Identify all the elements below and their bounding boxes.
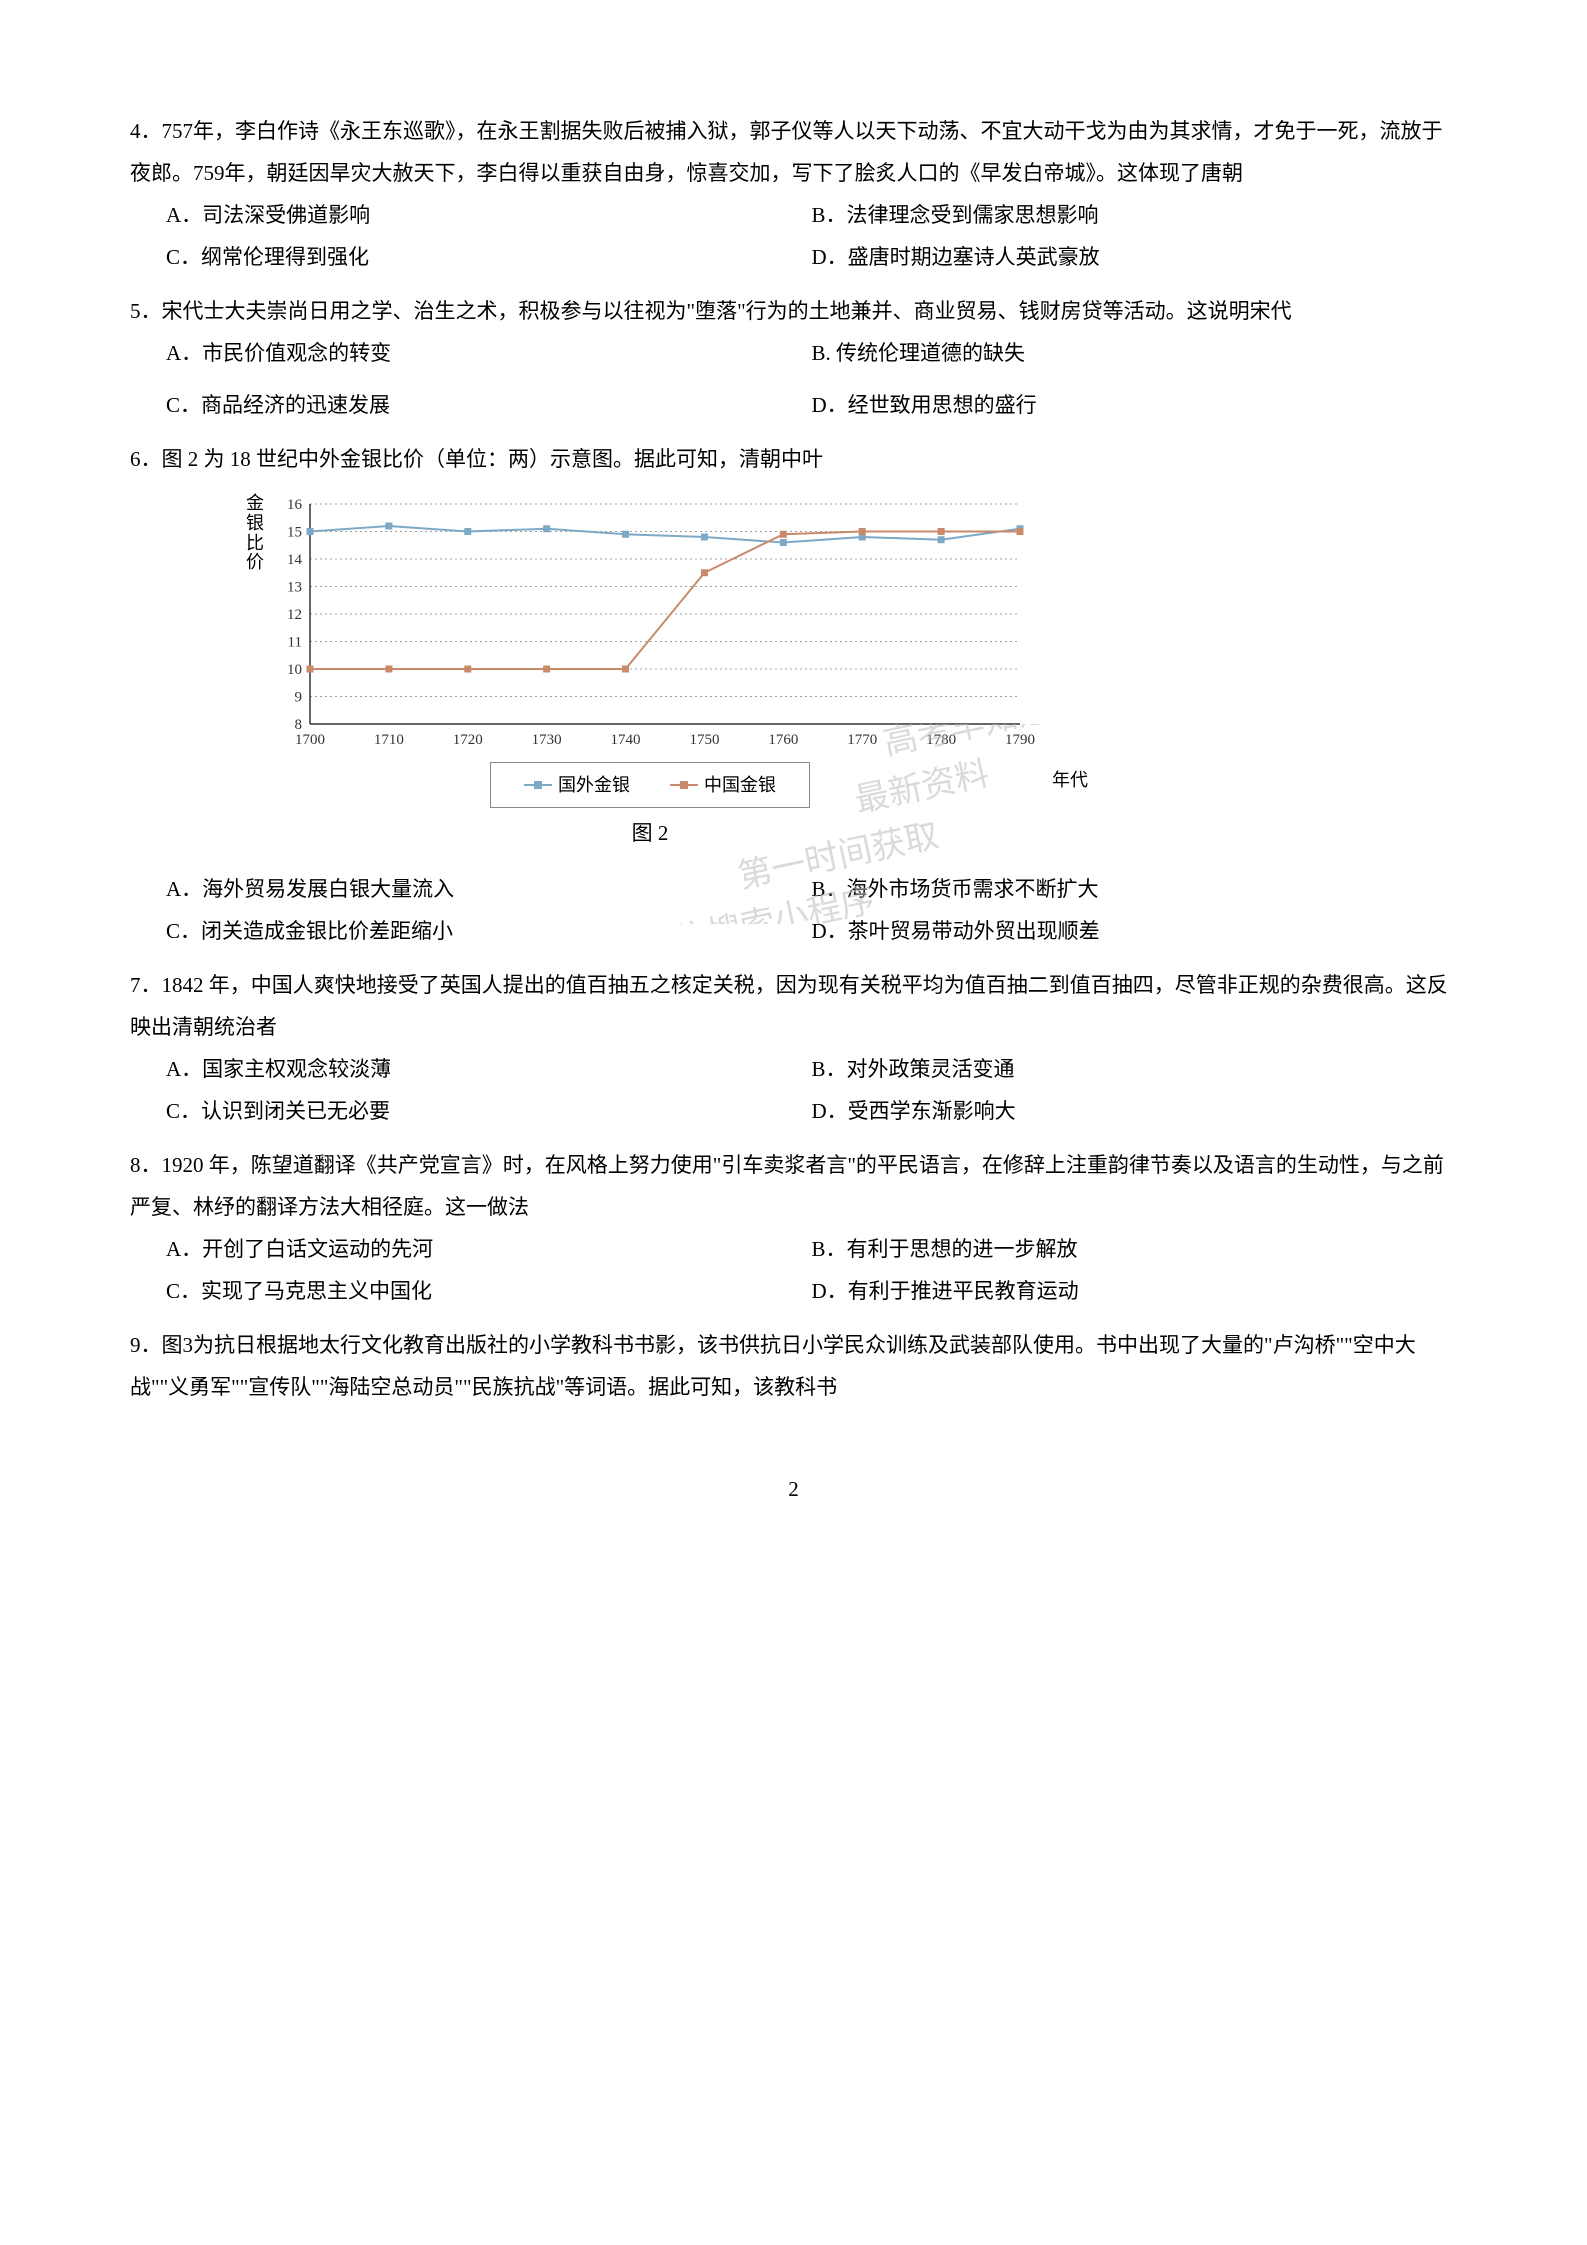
q4-option-a: A．司法深受佛道影响 xyxy=(166,194,812,236)
svg-text:1760: 1760 xyxy=(768,732,798,748)
svg-text:1710: 1710 xyxy=(374,732,404,748)
svg-text:11: 11 xyxy=(288,635,302,651)
svg-text:9: 9 xyxy=(295,690,303,706)
question-9-text: 9．图3为抗日根据地太行文化教育出版社的小学教科书书影，该书供抗日小学民众训练及… xyxy=(130,1324,1457,1408)
question-9: 9．图3为抗日根据地太行文化教育出版社的小学教科书书影，该书供抗日小学民众训练及… xyxy=(130,1324,1457,1408)
svg-text:15: 15 xyxy=(287,525,302,541)
svg-text:10: 10 xyxy=(287,662,302,678)
q6-option-c: C．闭关造成金银比价差距缩小 xyxy=(166,910,812,952)
q8-option-c: C．实现了马克思主义中国化 xyxy=(166,1270,812,1312)
question-7-text: 7．1842 年，中国人爽快地接受了英国人提出的值百抽五之核定关税，因为现有关税… xyxy=(130,964,1457,1048)
q5-option-b: B. 传统伦理道德的缺失 xyxy=(812,332,1458,374)
svg-text:8: 8 xyxy=(295,717,303,733)
q5-options-row-2: C．商品经济的迅速发展 D．经世致用思想的盛行 xyxy=(130,384,1457,426)
chart-container: 金银比价 年代 89101112131415161700171017201730… xyxy=(260,494,1040,854)
svg-text:1720: 1720 xyxy=(453,732,483,748)
page-number: 2 xyxy=(130,1468,1457,1510)
question-4-text: 4．757年，李白作诗《永王东巡歌》，在永王割据失败后被捕入狱，郭子仪等人以天下… xyxy=(130,110,1457,194)
svg-text:1740: 1740 xyxy=(611,732,641,748)
chart-ylabel: 金银比价 xyxy=(246,494,266,573)
q6-options-row-2: C．闭关造成金银比价差距缩小 D．茶叶贸易带动外贸出现顺差 xyxy=(130,910,1457,952)
legend-label-china: 中国金银 xyxy=(704,767,776,803)
legend-label-foreign: 国外金银 xyxy=(558,767,630,803)
svg-text:1700: 1700 xyxy=(295,732,325,748)
svg-text:1730: 1730 xyxy=(532,732,562,748)
legend-item-foreign: 国外金银 xyxy=(524,767,630,803)
line-chart: 8 9 10 11 12 13 14 15 16 1700 1710 1720 1730 1740 1750… xyxy=(260,494,1040,754)
q6-option-b: B．海外市场货币需求不断扩大 xyxy=(812,868,1458,910)
svg-text:1790: 1790 xyxy=(1005,732,1035,748)
q5-option-d: D．经世致用思想的盛行 xyxy=(812,384,1458,426)
q4-option-c: C．纲常伦理得到强化 xyxy=(166,236,812,278)
question-7: 7．1842 年，中国人爽快地接受了英国人提出的值百抽五之核定关税，因为现有关税… xyxy=(130,964,1457,1132)
q4-option-b: B．法律理念受到儒家思想影响 xyxy=(812,194,1458,236)
q7-options-row-1: A．国家主权观念较淡薄 B．对外政策灵活变通 xyxy=(130,1048,1457,1090)
watermark-line-2: 最新资料 xyxy=(851,755,992,820)
svg-text:1770: 1770 xyxy=(847,732,877,748)
q6-options-row-1: A．海外贸易发展白银大量流入 B．海外市场货币需求不断扩大 xyxy=(130,868,1457,910)
svg-text:14: 14 xyxy=(287,552,303,568)
question-5: 5．宋代士大夫崇尚日用之学、治生之术，积极参与以往视为"堕落"行为的土地兼并、商… xyxy=(130,290,1457,426)
q7-option-c: C．认识到闭关已无必要 xyxy=(166,1090,812,1132)
chart-xlabel: 年代 xyxy=(1052,762,1088,798)
question-6-text: 6．图 2 为 18 世纪中外金银比价（单位：两）示意图。据此可知，清朝中叶 xyxy=(130,438,1457,480)
legend-swatch-foreign xyxy=(524,784,552,786)
question-8-text: 8．1920 年，陈望道翻译《共产党宣言》时，在风格上努力使用"引车卖浆者言"的… xyxy=(130,1144,1457,1228)
question-6: 6．图 2 为 18 世纪中外金银比价（单位：两）示意图。据此可知，清朝中叶 金… xyxy=(130,438,1457,952)
q5-options-row-1: A．市民价值观念的转变 B. 传统伦理道德的缺失 xyxy=(130,332,1457,374)
question-4: 4．757年，李白作诗《永王东巡歌》，在永王割据失败后被捕入狱，郭子仪等人以天下… xyxy=(130,110,1457,278)
q6-option-d: D．茶叶贸易带动外贸出现顺差 xyxy=(812,910,1458,952)
svg-text:1780: 1780 xyxy=(926,732,956,748)
q4-options-row-1: A．司法深受佛道影响 B．法律理念受到儒家思想影响 xyxy=(130,194,1457,236)
question-8: 8．1920 年，陈望道翻译《共产党宣言》时，在风格上努力使用"引车卖浆者言"的… xyxy=(130,1144,1457,1312)
q6-option-a: A．海外贸易发展白银大量流入 xyxy=(166,868,812,910)
q4-option-d: D．盛唐时期边塞诗人英武豪放 xyxy=(812,236,1458,278)
legend-item-china: 中国金银 xyxy=(670,767,776,803)
q7-option-a: A．国家主权观念较淡薄 xyxy=(166,1048,812,1090)
q8-options-row-1: A．开创了白话文运动的先河 B．有利于思想的进一步解放 xyxy=(130,1228,1457,1270)
svg-text:16: 16 xyxy=(287,497,303,513)
q4-options-row-2: C．纲常伦理得到强化 D．盛唐时期边塞诗人英武豪放 xyxy=(130,236,1457,278)
q8-option-d: D．有利于推进平民教育运动 xyxy=(812,1270,1458,1312)
svg-text:12: 12 xyxy=(287,607,302,623)
q7-options-row-2: C．认识到闭关已无必要 D．受西学东渐影响大 xyxy=(130,1090,1457,1132)
chart-legend: 国外金银 中国金银 xyxy=(490,762,810,808)
svg-text:13: 13 xyxy=(287,580,302,596)
q8-option-b: B．有利于思想的进一步解放 xyxy=(812,1228,1458,1270)
q8-option-a: A．开创了白话文运动的先河 xyxy=(166,1228,812,1270)
q8-options-row-2: C．实现了马克思主义中国化 D．有利于推进平民教育运动 xyxy=(130,1270,1457,1312)
q7-option-b: B．对外政策灵活变通 xyxy=(812,1048,1458,1090)
q5-option-a: A．市民价值观念的转变 xyxy=(166,332,812,374)
q5-option-c: C．商品经济的迅速发展 xyxy=(166,384,812,426)
chart-caption: 图 2 xyxy=(260,812,1040,854)
question-5-text: 5．宋代士大夫崇尚日用之学、治生之术，积极参与以往视为"堕落"行为的土地兼并、商… xyxy=(130,290,1457,332)
svg-text:1750: 1750 xyxy=(689,732,719,748)
legend-swatch-china xyxy=(670,784,698,786)
q7-option-d: D．受西学东渐影响大 xyxy=(812,1090,1458,1132)
